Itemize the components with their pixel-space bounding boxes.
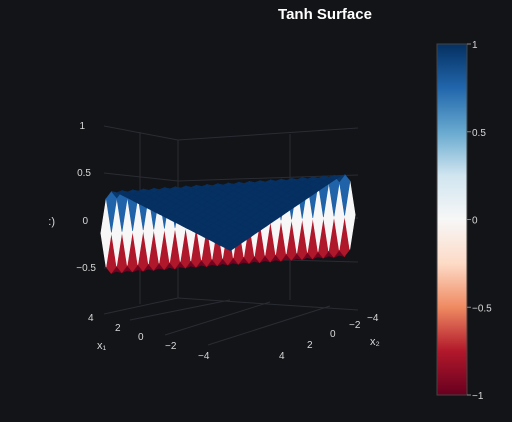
x1-tick-label: −4 [198, 351, 210, 362]
x1-tick-label: 4 [88, 313, 94, 324]
colorbar-tick-label: 1 [472, 40, 478, 51]
x1-axis: 4 2 0 −2 −4 x₁ [88, 313, 210, 362]
tanh-surface [100, 173, 356, 275]
chart-title: Tanh Surface [278, 6, 372, 23]
x2-tick-label: 4 [279, 351, 285, 362]
x2-tick-label: −4 [367, 313, 379, 324]
x2-axis-label: x₂ [370, 336, 380, 348]
x2-tick-label: 2 [307, 340, 313, 351]
z-tick-label: 0.5 [77, 168, 91, 179]
z-tick-label: 1 [79, 121, 85, 132]
x2-axis: 4 2 0 −2 −4 x₂ [279, 313, 380, 362]
surface-patch [224, 243, 237, 251]
x1-tick-label: 2 [115, 323, 121, 334]
z-axis: 1 0.5 0 −0.5 :) [48, 121, 96, 274]
colorbar-tick-label: 0 [472, 216, 478, 227]
x2-tick-label: 0 [330, 329, 336, 340]
x1-axis-label: x₁ [97, 340, 107, 352]
colorbar-tick-label: 0.5 [472, 128, 486, 139]
colorbar-gradient [436, 43, 468, 396]
z-tick-label: 0 [82, 216, 88, 227]
z-axis-label: :) [48, 216, 55, 228]
x2-tick-label: −2 [349, 320, 361, 331]
x1-tick-label: −2 [165, 341, 177, 352]
x1-tick-label: 0 [138, 332, 144, 343]
colorbar-tick-label: −0.5 [472, 303, 492, 314]
z-tick-label: −0.5 [76, 263, 96, 274]
colorbar: 1 0.5 0 −0.5 −1 [436, 40, 492, 402]
colorbar-tick-label: −1 [472, 391, 484, 402]
